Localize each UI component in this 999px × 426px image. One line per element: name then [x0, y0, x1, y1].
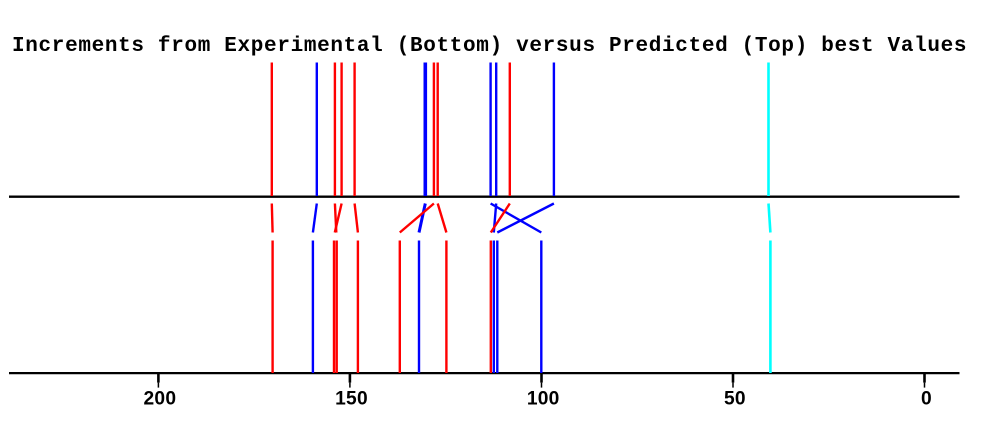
svg-text:50: 50: [724, 389, 746, 410]
svg-text:0: 0: [921, 389, 932, 410]
svg-text:200: 200: [144, 389, 177, 410]
svg-text:100: 100: [527, 389, 560, 410]
svg-text:150: 150: [335, 389, 368, 410]
svg-text:Increments from Experimental (: Increments from Experimental (Bottom) ve…: [12, 35, 967, 58]
